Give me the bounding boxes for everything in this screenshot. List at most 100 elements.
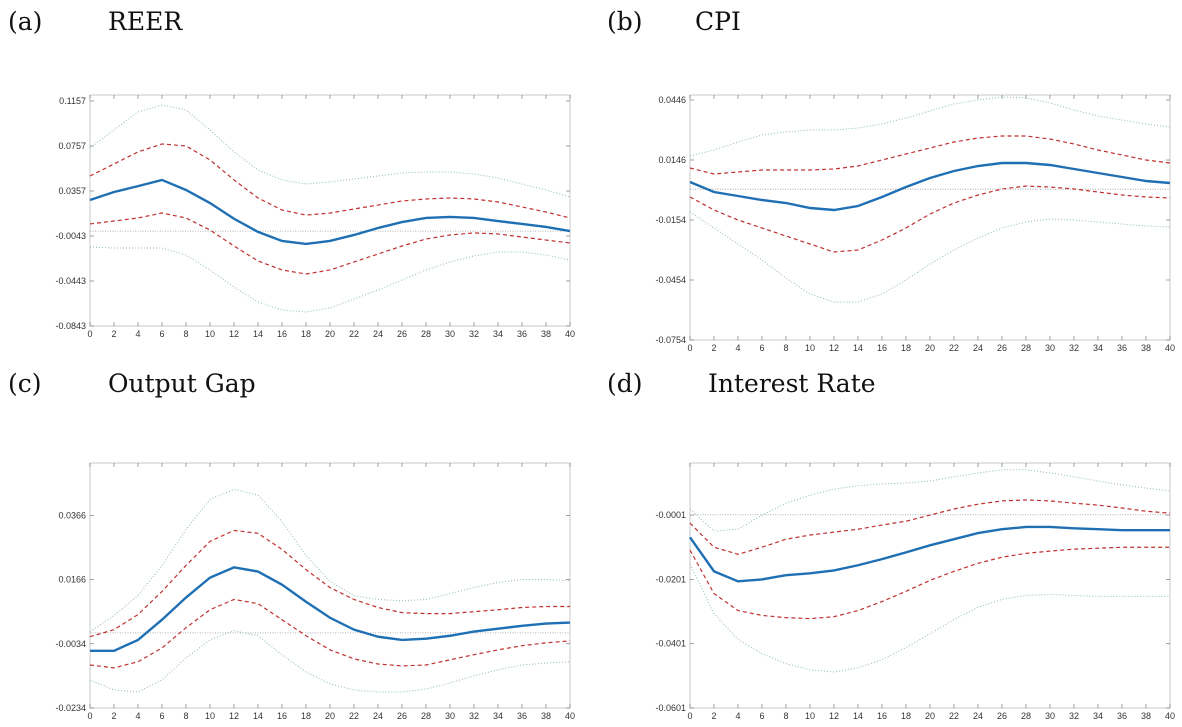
x-tick-label: 36 <box>1117 711 1127 721</box>
panel-title: REER <box>108 7 183 36</box>
y-tick-label: -0.0154 <box>655 215 686 225</box>
x-tick-label: 32 <box>1069 343 1079 353</box>
x-tick-label: 16 <box>277 329 287 339</box>
x-tick-label: 8 <box>183 329 188 339</box>
series-line <box>89 178 571 246</box>
x-tick-label: 22 <box>349 329 359 339</box>
x-tick-label: 4 <box>135 329 140 339</box>
y-tick-label: -0.0001 <box>655 510 686 520</box>
series-line <box>89 630 571 693</box>
y-tick-label: -0.0843 <box>55 321 86 331</box>
x-tick-label: 32 <box>1069 711 1079 721</box>
x-tick-label: 10 <box>805 343 815 353</box>
y-tick-label: 0.0446 <box>658 95 686 105</box>
x-tick-label: 12 <box>229 329 239 339</box>
panel-title: Interest Rate <box>708 369 876 398</box>
x-tick-label: 16 <box>877 343 887 353</box>
x-tick-label: 30 <box>1045 343 1055 353</box>
series-line <box>89 598 571 669</box>
x-tick-label: 36 <box>1117 343 1127 353</box>
x-tick-label: 4 <box>135 711 140 721</box>
x-tick-label: 26 <box>997 343 1007 353</box>
x-tick-label: 36 <box>517 711 527 721</box>
x-tick-label: 14 <box>253 711 263 721</box>
y-tick-label: 0.0366 <box>58 510 86 520</box>
x-tick-label: 10 <box>205 329 215 339</box>
series-line <box>689 546 1170 620</box>
y-tick-label: -0.0401 <box>655 639 686 649</box>
y-tick-label: 0.0757 <box>58 141 86 151</box>
x-tick-label: 40 <box>565 329 575 339</box>
x-tick-label: 16 <box>877 711 887 721</box>
x-tick-label: 26 <box>397 329 407 339</box>
series-line <box>89 529 570 638</box>
x-tick-label: 40 <box>565 711 575 721</box>
x-tick-label: 28 <box>421 711 431 721</box>
y-tick-label: 0.0166 <box>58 575 86 585</box>
x-tick-label: 40 <box>1165 343 1175 353</box>
x-tick-label: 16 <box>277 711 287 721</box>
series-line <box>689 185 1171 253</box>
y-tick-label: -0.0601 <box>655 703 686 713</box>
x-tick-label: 6 <box>159 711 164 721</box>
x-tick-label: 38 <box>1141 711 1151 721</box>
x-tick-label: 20 <box>325 711 335 721</box>
y-tick-label: 0.1157 <box>59 96 86 106</box>
x-tick-label: 18 <box>301 329 311 339</box>
x-tick-label: 24 <box>373 329 383 339</box>
x-tick-label: 12 <box>829 343 839 353</box>
x-tick-label: 34 <box>1093 343 1103 353</box>
y-tick-label: -0.0043 <box>55 231 86 241</box>
x-tick-label: 8 <box>183 711 188 721</box>
x-tick-label: 38 <box>541 329 551 339</box>
series-line <box>689 499 1171 555</box>
series-line <box>689 469 1171 532</box>
x-tick-label: 24 <box>973 711 983 721</box>
x-tick-label: 2 <box>111 329 116 339</box>
x-tick-label: 40 <box>1165 711 1175 721</box>
panel-label: (d) <box>607 369 643 398</box>
x-tick-label: 6 <box>759 343 764 353</box>
series-line <box>89 212 571 275</box>
y-tick-label: -0.0754 <box>655 335 686 345</box>
x-tick-label: 30 <box>1045 711 1055 721</box>
x-tick-label: 8 <box>783 343 788 353</box>
x-tick-label: 34 <box>493 711 503 721</box>
series-line <box>689 161 1171 212</box>
x-tick-label: 0 <box>87 711 92 721</box>
x-tick-label: 38 <box>541 711 551 721</box>
x-tick-label: 20 <box>925 343 935 353</box>
x-tick-label: 26 <box>397 711 407 721</box>
y-tick-label: -0.0234 <box>55 703 86 713</box>
x-tick-label: 30 <box>445 329 455 339</box>
x-tick-label: 14 <box>853 711 863 721</box>
x-tick-label: 0 <box>87 329 92 339</box>
x-tick-label: 6 <box>759 711 764 721</box>
y-tick-label: -0.0034 <box>55 639 86 649</box>
y-tick-label: 0.0357 <box>58 186 86 196</box>
x-tick-label: 4 <box>735 343 740 353</box>
x-tick-label: 2 <box>711 343 716 353</box>
x-tick-label: 4 <box>735 711 740 721</box>
x-tick-label: 12 <box>829 711 839 721</box>
x-tick-label: 18 <box>901 343 911 353</box>
series-line <box>689 135 1171 175</box>
x-tick-label: 22 <box>949 711 959 721</box>
y-tick-label: -0.0454 <box>655 275 686 285</box>
panel-label: (b) <box>607 7 643 36</box>
series-line <box>689 564 1170 673</box>
x-tick-label: 14 <box>853 343 863 353</box>
x-tick-label: 24 <box>973 343 983 353</box>
x-tick-label: 0 <box>687 343 692 353</box>
plot-area <box>89 462 571 709</box>
x-tick-label: 38 <box>1141 343 1151 353</box>
x-tick-label: 24 <box>373 711 383 721</box>
x-tick-label: 20 <box>325 329 335 339</box>
x-tick-label: 8 <box>783 711 788 721</box>
series-line <box>89 246 571 313</box>
x-tick-label: 10 <box>205 711 215 721</box>
x-tick-label: 2 <box>711 711 716 721</box>
series-line <box>89 143 571 219</box>
series-line <box>689 211 1171 303</box>
